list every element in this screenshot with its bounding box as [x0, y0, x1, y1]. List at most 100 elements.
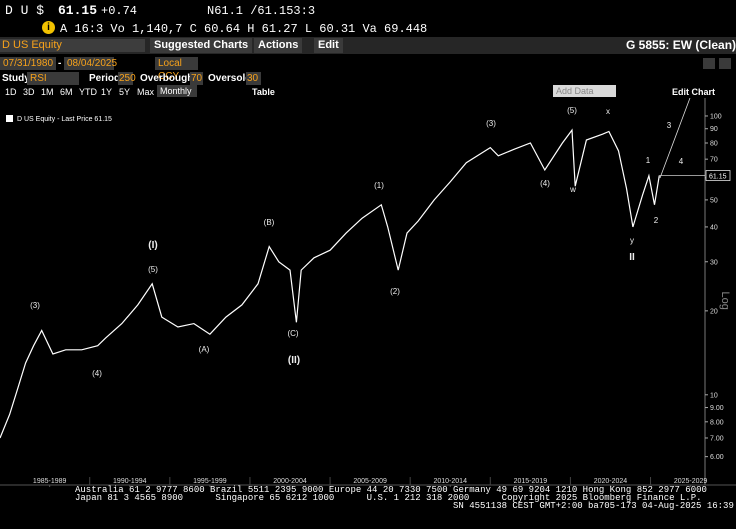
- study-select[interactable]: RSI: [27, 72, 79, 85]
- add-data-input[interactable]: Add Data: [553, 85, 616, 97]
- currency-select[interactable]: Local CCY: [155, 57, 198, 82]
- wave-label: II: [629, 252, 635, 263]
- y-tick-label: 100: [710, 113, 722, 120]
- legend-last-price: 61.15: [94, 116, 112, 123]
- wave-label: (II): [288, 355, 300, 366]
- range-button[interactable]: 1Y: [101, 87, 113, 97]
- price-line: [0, 128, 660, 439]
- x-tick-label: 2025-2029: [674, 478, 708, 485]
- wave-label: (A): [199, 345, 210, 354]
- wave-label: (3): [486, 119, 496, 128]
- date-bar: 07/31/1980 - 08/04/2025 Local CCY: [0, 55, 736, 82]
- security-input[interactable]: D US Equity: [0, 39, 145, 52]
- range-button[interactable]: Max: [137, 87, 155, 97]
- price-change: +0.74: [101, 4, 138, 18]
- x-tick-label: 2010-2014: [433, 478, 467, 485]
- wave-label: (2): [390, 287, 400, 296]
- bid-ask: N61.1 /61.153:3: [207, 4, 316, 18]
- wave-label: (4): [92, 369, 102, 378]
- range-button[interactable]: 3D: [23, 87, 35, 97]
- y-tick-label: 90: [710, 126, 718, 133]
- overbought-label: Overbought: [140, 73, 197, 84]
- frequency-select[interactable]: Monthly: [157, 85, 197, 97]
- wave-label: (4): [540, 179, 550, 188]
- toolbar-button[interactable]: Actions: [254, 38, 303, 53]
- wave-label: (B): [264, 218, 275, 227]
- study-bar: Study RSI Period 250 Overbought 70 Overs…: [0, 71, 736, 85]
- wave-label: (3): [30, 301, 40, 310]
- edit-chart-button[interactable]: Edit Chart: [672, 87, 716, 97]
- wave-label: y: [630, 236, 634, 245]
- details-bar: i A 16:3 Vo 1,140,7 C 60.64 H 61.27 L 60…: [0, 20, 736, 37]
- legend-swatch: [6, 115, 13, 122]
- x-tick-label: 2020-2024: [594, 478, 628, 485]
- toolbar-button[interactable]: Suggested Charts: [150, 38, 253, 53]
- period-input[interactable]: 250: [118, 72, 136, 85]
- oversold-label: Oversold: [208, 73, 252, 84]
- toolbar: D US Equity Suggested Charts Actions Edit …: [0, 37, 736, 54]
- wave-label: 4: [679, 157, 684, 166]
- y-tick-label: 30: [710, 259, 718, 266]
- y-tick-label: 9.00: [710, 405, 724, 412]
- y-tick-label: 10: [710, 392, 718, 399]
- undo-icon[interactable]: [703, 58, 715, 69]
- chart-name[interactable]: G 5855: EW (Clean): [626, 38, 736, 52]
- quote-bar: D U $ 61.15 +0.74 N61.1 /61.153:3: [0, 0, 736, 20]
- wave-label: (5): [148, 265, 158, 274]
- wave-label: (1): [374, 181, 384, 190]
- wave-label: x: [606, 107, 610, 116]
- range-button[interactable]: 1M: [41, 87, 54, 97]
- footer-line: Australia 61 2 9777 8600 Brazil 5511 239…: [75, 485, 707, 495]
- alert-icon[interactable]: i: [42, 21, 55, 34]
- quote-details: A 16:3 Vo 1,140,7 C 60.64 H 61.27 L 60.3…: [60, 22, 428, 36]
- wave-label: 1: [646, 156, 651, 165]
- x-tick-label: 2015-2019: [514, 478, 548, 485]
- study-label: Study: [2, 73, 30, 84]
- wave-label: (I): [148, 240, 157, 251]
- range-button[interactable]: 1D: [5, 87, 17, 97]
- footer-line: Japan 81 3 4565 8900 Singapore 65 6212 1…: [75, 493, 702, 503]
- period-label: Period: [89, 73, 121, 84]
- range-button[interactable]: 5Y: [119, 87, 131, 97]
- y-tick-label: 80: [710, 140, 718, 147]
- y-axis-label: Log: [719, 292, 731, 310]
- x-tick-label: 1995-1999: [193, 478, 227, 485]
- last-price-tag: [705, 170, 731, 181]
- end-date[interactable]: 08/04/2025: [64, 57, 117, 70]
- last-price: 61.15: [58, 3, 98, 18]
- wave-label: (C): [287, 329, 298, 338]
- date-separator: -: [58, 58, 62, 69]
- table-button[interactable]: Table: [252, 87, 275, 97]
- y-tick-label: 70: [710, 157, 718, 164]
- y-tick-label: 7.00: [710, 435, 724, 442]
- footer-line: SN 4551138 CEST GMT+2:00 ba705-173 04-Au…: [453, 501, 736, 511]
- range-bar: 1D 3D 1M 6M YTD 1Y 5Y Max Monthly Table Add Dat…: [0, 85, 736, 98]
- range-button[interactable]: YTD: [79, 87, 97, 97]
- y-tick-label: 40: [710, 224, 718, 231]
- y-tick-label: 50: [710, 197, 718, 204]
- x-tick-label: 1985-1989: [33, 478, 67, 485]
- ticker: D U $: [5, 3, 45, 18]
- start-date[interactable]: 07/31/1980: [0, 57, 56, 70]
- wave-label: 2: [654, 216, 659, 225]
- x-tick-label: 2000-2004: [273, 478, 307, 485]
- wave-label: 3: [667, 121, 672, 130]
- legend-series-name: D US Equity - Last Price: [17, 116, 93, 123]
- y-tick-label: 20: [710, 308, 718, 315]
- last-price-tag-label: 61.15: [709, 174, 727, 181]
- oversold-input[interactable]: 30: [246, 72, 261, 85]
- projection-line: [659, 98, 691, 179]
- wave-label: (5): [567, 106, 577, 115]
- y-tick-label: 6.00: [710, 454, 724, 461]
- overbought-input[interactable]: 70: [190, 72, 203, 85]
- chart: D US Equity - Last Price 61.15 6.00 7.00 8…: [0, 98, 736, 487]
- y-tick-label: 8.00: [710, 419, 724, 426]
- toolbar-button[interactable]: Edit: [314, 38, 343, 53]
- refresh-icon[interactable]: [719, 58, 731, 69]
- x-tick-label: 2005-2009: [353, 478, 387, 485]
- x-tick-label: 1990-1994: [113, 478, 147, 485]
- wave-label: w: [569, 185, 576, 194]
- range-button[interactable]: 6M: [60, 87, 73, 97]
- legend-label: D US Equity - Last Price 61.15: [17, 116, 112, 123]
